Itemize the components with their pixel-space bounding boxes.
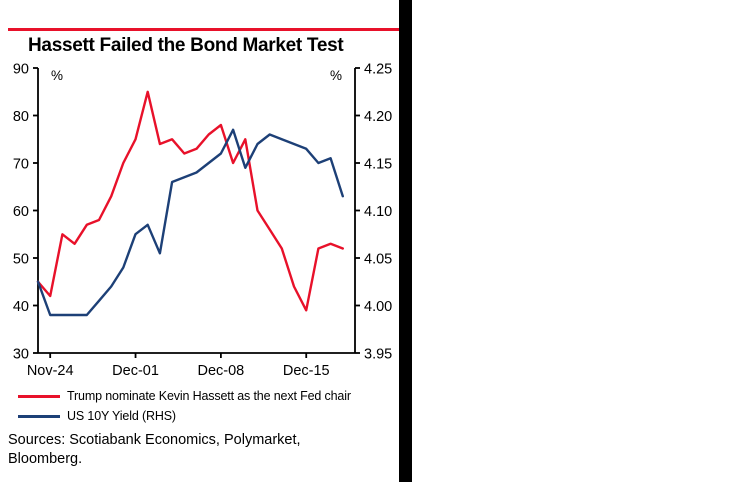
right-axis-tick-label: 4.05 [364, 252, 392, 268]
left-axis-tick-label: 60 [13, 204, 29, 220]
left-axis-tick-label: 70 [13, 157, 29, 173]
vertical-divider [399, 0, 412, 482]
sources-line-1: Sources: Scotiabank Economics, Polymarke… [8, 432, 301, 448]
right-axis-unit-label: % [330, 68, 342, 83]
sources-line-2: Bloomberg. [8, 451, 83, 467]
blue-line-swatch [18, 414, 60, 418]
left-axis-tick-label: 50 [13, 252, 29, 268]
x-axis-tick-label: Dec-01 [112, 363, 159, 379]
right-axis-tick-label: 4.20 [364, 109, 392, 125]
legend-item-10y-yield: US 10Y Yield (RHS) [18, 409, 351, 423]
right-axis-tick-label: 4.25 [364, 62, 392, 78]
legend: Trump nominate Kevin Hassett as the next… [18, 389, 351, 429]
top-red-rule [8, 28, 399, 31]
right-axis-tick-label: 4.15 [364, 157, 392, 173]
series-line-0 [36, 90, 344, 312]
left-axis-tick-label: 30 [13, 347, 29, 363]
right-axis-tick-label: 3.95 [364, 347, 392, 363]
x-axis-tick-label: Nov-24 [27, 363, 74, 379]
right-axis-tick-label: 4.00 [364, 299, 392, 315]
legend-item-hassett: Trump nominate Kevin Hassett as the next… [18, 389, 351, 403]
x-axis-tick-label: Dec-15 [283, 363, 330, 379]
left-axis-tick-label: 40 [13, 299, 29, 315]
series-line-1 [36, 128, 344, 317]
right-axis-tick-label: 4.10 [364, 204, 392, 220]
x-axis-tick-label: Dec-08 [198, 363, 245, 379]
left-axis-unit-label: % [51, 68, 63, 83]
legend-label-hassett: Trump nominate Kevin Hassett as the next… [67, 389, 351, 403]
left-axis-tick-label: 80 [13, 109, 29, 125]
red-line-swatch [18, 394, 60, 398]
sources-note: Sources: Scotiabank Economics, Polymarke… [8, 431, 301, 469]
left-axis-tick-label: 90 [13, 62, 29, 78]
legend-label-10y-yield: US 10Y Yield (RHS) [67, 409, 176, 423]
line-chart: 90 80 70 60 50 40 30 4.25 4.20 4.15 4.10 4.05 4.00 3.… [13, 62, 392, 380]
chart-title: Hassett Failed the Bond Market Test [28, 35, 344, 56]
